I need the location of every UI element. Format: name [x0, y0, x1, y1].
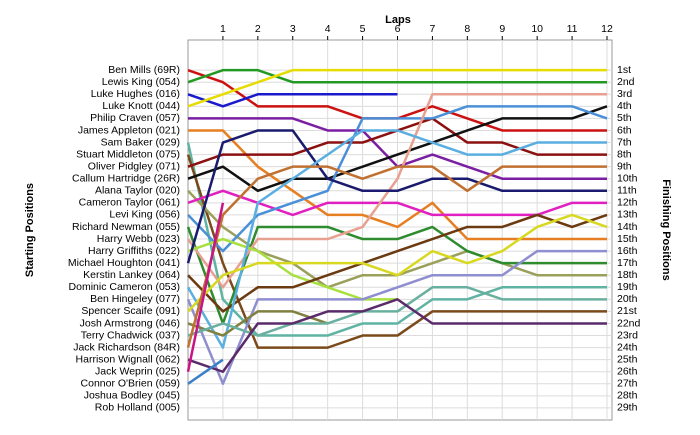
y2-tick-label: 20th [617, 293, 638, 305]
y2-tick-label: 9th [617, 160, 632, 172]
start-label: Stuart Middleton (075) [76, 148, 180, 160]
start-label: Terry Chadwick (037) [81, 329, 180, 341]
start-label: Harry Webb (023) [97, 233, 180, 245]
start-label: Dominic Cameron (053) [69, 281, 180, 293]
start-label: Levi King (056) [109, 209, 180, 221]
driver-line [186, 129, 607, 349]
driver-line [186, 249, 607, 386]
driver-line [187, 310, 329, 337]
y2-tick-label: 22nd [617, 317, 641, 329]
start-label: Rob Holland (005) [95, 402, 180, 414]
start-label: Cameron Taylor (061) [79, 197, 180, 209]
y2-tick-label: 10th [617, 173, 638, 185]
x-tick-label: 11 [567, 23, 578, 35]
x-tick-label: 7 [429, 23, 435, 35]
x-tick-label: 9 [499, 23, 505, 35]
start-label: Connor O'Brien (059) [81, 378, 180, 390]
y2-tick-label: 2nd [617, 76, 635, 88]
x-tick-label: 10 [531, 23, 543, 35]
start-label: Luke Knott (044) [102, 100, 180, 112]
x-tick-label: 12 [601, 23, 613, 35]
y2-tick-label: 12th [617, 197, 638, 209]
driver-line [187, 298, 607, 373]
start-label: Richard Newman (055) [72, 221, 180, 233]
chart-title: Laps [385, 14, 411, 26]
start-label: Lewis King (054) [102, 76, 180, 88]
y2-tick-label: 25th [617, 353, 638, 365]
driver-line [187, 93, 398, 108]
y2-tick-label: 4th [617, 100, 632, 112]
driver-line [186, 165, 607, 348]
start-label: Jack Richardson (84R) [73, 341, 180, 353]
driver-line [187, 105, 608, 193]
start-label: Joshua Bodley (045) [84, 390, 180, 402]
y2-tick-label: 17th [617, 257, 638, 269]
y2-tick-label: 28th [617, 390, 638, 402]
y2-axis-label: Finishing Positions [660, 179, 672, 280]
driver-line [187, 213, 608, 313]
start-label: Callum Hartridge (26R) [72, 173, 180, 185]
start-label: Spencer Scaife (091) [81, 305, 180, 317]
y2-tick-label: 14th [617, 221, 638, 233]
start-label: Harrison Wignall (062) [76, 353, 180, 365]
start-label: Philip Craven (057) [90, 112, 180, 124]
y2-tick-label: 1st [617, 64, 631, 76]
y2-tick-label: 19th [617, 281, 638, 293]
start-label: Harry Griffiths (022) [88, 245, 180, 257]
driver-line [186, 93, 607, 289]
x-tick-label: 5 [360, 23, 366, 35]
x-tick-label: 4 [325, 23, 331, 35]
start-label: Jack Weprin (025) [95, 366, 180, 378]
start-label: Oliver Pidgley (071) [88, 160, 180, 172]
driver-line [186, 225, 607, 325]
start-label: Alana Taylor (020) [95, 185, 180, 197]
x-tick-label: 1 [220, 23, 226, 35]
y2-tick-label: 6th [617, 124, 632, 136]
driver-line [187, 286, 607, 337]
x-tick-label: 8 [464, 23, 470, 35]
start-label: James Appleton (021) [78, 124, 180, 136]
y2-tick-label: 3rd [617, 88, 632, 100]
start-label: Michael Houghton (041) [68, 257, 180, 269]
driver-line [187, 358, 224, 385]
y2-tick-label: 16th [617, 245, 638, 257]
y2-tick-label: 27th [617, 378, 638, 390]
driver-line [187, 68, 607, 108]
driver-line [187, 68, 607, 84]
start-label: Sam Baker (029) [101, 136, 180, 148]
y2-tick-label: 26th [617, 366, 638, 378]
x-tick-label: 2 [255, 23, 261, 35]
y2-tick-label: 24th [617, 341, 638, 353]
start-label: Josh Armstrong (046) [80, 317, 180, 329]
driver-line [186, 202, 225, 372]
start-label: Kerstin Lankey (064) [83, 269, 180, 281]
y2-tick-label: 11th [617, 185, 637, 197]
y2-tick-label: 29th [617, 402, 638, 414]
x-tick-label: 6 [395, 23, 401, 35]
driver-line [186, 154, 607, 349]
x-tick-label: 3 [290, 23, 296, 35]
y2-tick-label: 18th [617, 269, 638, 281]
y2-tick-label: 8th [617, 148, 632, 160]
y-axis-label: Starting Positions [24, 183, 36, 277]
driver-line [188, 129, 607, 241]
y2-tick-label: 7th [617, 136, 632, 148]
y2-tick-label: 21st [617, 305, 637, 317]
y2-tick-label: 23rd [617, 329, 638, 341]
start-label: Luke Hughes (016) [91, 88, 180, 100]
start-label: Ben Hingeley (077) [90, 293, 180, 305]
y2-tick-label: 5th [617, 112, 632, 124]
driver-line [186, 129, 607, 264]
start-label: Ben Mills (69R) [108, 64, 180, 76]
y2-tick-label: 15th [617, 233, 638, 245]
y2-tick-label: 13th [617, 209, 638, 221]
driver-line [187, 105, 608, 253]
driver-line [187, 213, 608, 313]
